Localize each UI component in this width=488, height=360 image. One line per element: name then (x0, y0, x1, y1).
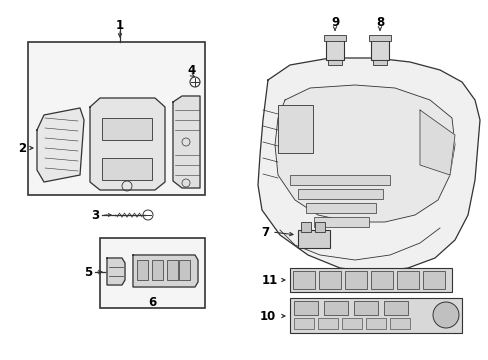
Text: 11: 11 (262, 274, 278, 287)
Bar (289, 175, 389, 185)
Bar (396, 271, 418, 289)
Bar (297, 189, 382, 199)
Bar (422, 271, 444, 289)
Bar (167, 260, 178, 280)
Text: 6: 6 (147, 296, 156, 309)
Text: 9: 9 (330, 15, 339, 28)
Bar (324, 301, 347, 315)
Text: 1: 1 (116, 18, 124, 32)
Bar (278, 105, 312, 153)
Bar (305, 203, 375, 213)
Bar (293, 318, 313, 329)
Polygon shape (133, 255, 198, 287)
Bar (353, 301, 377, 315)
Bar (289, 298, 461, 333)
Text: 7: 7 (261, 225, 268, 239)
Bar (28, 42, 204, 195)
Bar (318, 271, 340, 289)
Bar (389, 318, 409, 329)
Bar (325, 38, 343, 60)
Bar (301, 222, 310, 232)
Text: 10: 10 (259, 310, 276, 323)
Bar (293, 301, 317, 315)
Bar (368, 35, 390, 41)
Polygon shape (258, 58, 479, 272)
Circle shape (432, 302, 458, 328)
Bar (324, 35, 346, 41)
Polygon shape (37, 108, 84, 182)
Bar (100, 238, 204, 308)
Bar (372, 60, 386, 65)
Polygon shape (107, 258, 125, 285)
Bar (345, 271, 366, 289)
Polygon shape (173, 96, 200, 188)
Text: 3: 3 (91, 208, 99, 221)
Text: 8: 8 (375, 15, 384, 28)
Bar (365, 318, 385, 329)
Bar (297, 230, 329, 248)
Bar (152, 260, 163, 280)
Text: 2: 2 (18, 141, 26, 154)
Text: 4: 4 (187, 63, 196, 77)
Bar (179, 260, 190, 280)
Bar (370, 271, 392, 289)
Text: 5: 5 (84, 266, 92, 279)
Polygon shape (90, 98, 164, 190)
Bar (341, 318, 361, 329)
Bar (313, 217, 368, 227)
Bar (289, 268, 451, 292)
Polygon shape (274, 85, 454, 222)
Bar (317, 318, 337, 329)
Bar (327, 60, 341, 65)
Polygon shape (419, 110, 454, 175)
Bar (102, 118, 152, 140)
Bar (383, 301, 407, 315)
Bar (314, 222, 325, 232)
Bar (370, 38, 388, 60)
Bar (102, 158, 152, 180)
Bar (292, 271, 314, 289)
Bar (137, 260, 148, 280)
